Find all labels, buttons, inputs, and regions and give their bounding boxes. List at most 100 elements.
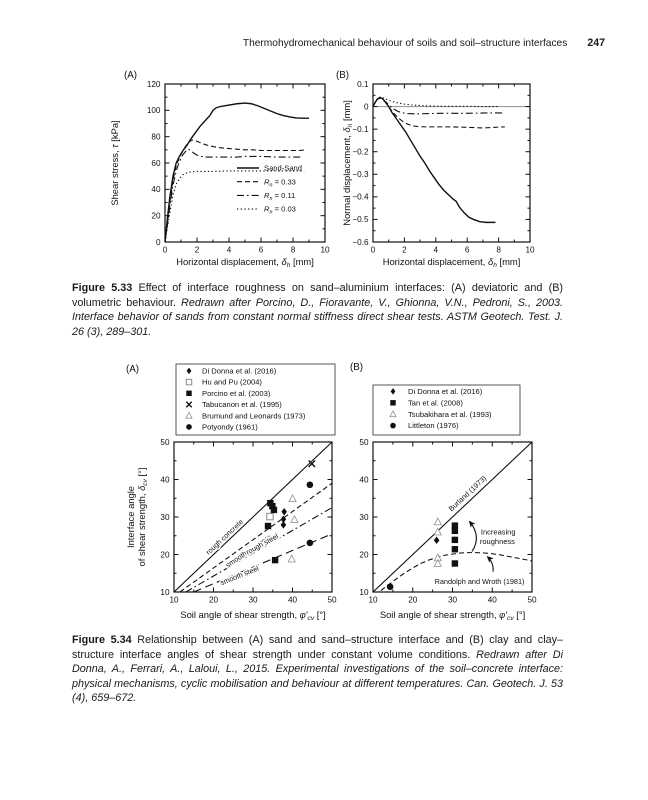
svg-text:20: 20 <box>408 596 418 605</box>
x-axis-label: Horizontal displacement, δh [mm] <box>176 256 314 269</box>
annotation-2: roughness <box>480 537 515 546</box>
svg-text:10: 10 <box>160 588 170 597</box>
y-axis-label: of shear strength, δcv [°] <box>136 468 149 567</box>
x-axis-label: Horizontal displacement, δh [mm] <box>383 256 521 269</box>
svg-text:30: 30 <box>248 596 258 605</box>
series-Rn = 0.03 <box>165 170 305 242</box>
svg-text:4: 4 <box>227 246 232 255</box>
axis-ticks <box>164 83 326 243</box>
svg-text:50: 50 <box>527 596 537 605</box>
annotation-3: Randolph and Wroth (1981) <box>435 577 525 586</box>
svg-text:Potyondy (1961): Potyondy (1961) <box>202 423 258 432</box>
ref-line-0 <box>373 442 532 592</box>
svg-text:Porcino et al. (2003): Porcino et al. (2003) <box>202 389 271 398</box>
svg-text:6: 6 <box>259 246 264 255</box>
panel-label: (A) <box>126 364 139 375</box>
tick-labels: 10 20 30 40 50 10 20 30 40 50 <box>359 438 537 605</box>
scatter-Hu and Pu (2004) <box>266 512 274 521</box>
axis-ticks <box>372 83 531 243</box>
scatter-Porcino et al. (2003) <box>264 499 279 564</box>
figure-5-33-caption-label: Figure 5.33 <box>72 282 133 294</box>
series-group <box>373 96 505 224</box>
svg-text:Hu and Pu (2004): Hu and Pu (2004) <box>202 378 262 387</box>
y-axis-label: Interface angle <box>125 486 136 548</box>
svg-text:0: 0 <box>156 238 161 247</box>
svg-text:40: 40 <box>288 596 298 605</box>
svg-text:−0.2: −0.2 <box>352 148 369 157</box>
svg-text:Di Donna et al. (2016): Di Donna et al. (2016) <box>202 367 277 376</box>
page-header: Thermohydromechanical behaviour of soils… <box>40 37 605 49</box>
svg-text:20: 20 <box>359 550 369 559</box>
series-group <box>165 102 309 242</box>
scatter-Di Donna et al. (2016) <box>280 507 288 529</box>
svg-text:10: 10 <box>368 596 378 605</box>
plot-box <box>372 83 531 243</box>
svg-text:50: 50 <box>359 438 369 447</box>
svg-text:2: 2 <box>195 246 200 255</box>
legend: Di Donna et al. (2016) Tan et al. (2008) T… <box>372 384 521 436</box>
svg-text:−0.3: −0.3 <box>352 170 369 179</box>
svg-text:8: 8 <box>291 246 296 255</box>
series-Rn = 0.11 <box>165 148 301 242</box>
svg-text:−0.5: −0.5 <box>352 215 369 224</box>
fig-5-33-panel-B-chart: 0 2 4 6 8 10 0.1 0 −0.1 −0.2 −0.3 −0.4 −0.5 −0.6 Horiz… <box>336 70 535 269</box>
svg-text:20: 20 <box>160 550 170 559</box>
svg-text:6: 6 <box>465 246 470 255</box>
svg-text:Rn = 0.03: Rn = 0.03 <box>264 205 296 216</box>
ref-line-2 <box>185 507 332 592</box>
svg-text:2: 2 <box>402 246 407 255</box>
svg-text:Littleton (1976): Littleton (1976) <box>408 421 459 430</box>
svg-text:100: 100 <box>147 106 161 115</box>
figure-5-34-caption-citation: Redrawn after Di Donna, A., Ferrari, A.,… <box>72 648 563 705</box>
series-Rn = 0.33 <box>373 97 505 129</box>
svg-text:Tan et al. (2008): Tan et al. (2008) <box>408 398 463 407</box>
tick-labels: 0 2 4 6 8 10 0.1 0 −0.1 −0.2 −0.3 −0.4 −0.5 −0.6 <box>352 80 535 255</box>
annotation-arrow-4 <box>468 520 477 552</box>
x-axis-label: Soil angle of shear strength, φ′cv [°] <box>180 609 325 622</box>
figure-5-33-caption-citation: Redrawn after Porcino, D., Fioravante, V… <box>72 296 563 338</box>
svg-text:20: 20 <box>209 596 219 605</box>
annotation-3: smooth steel <box>219 563 261 587</box>
svg-text:Tabucanon et al. (1995): Tabucanon et al. (1995) <box>202 400 282 409</box>
svg-text:60: 60 <box>151 159 161 168</box>
tick-labels: 10 20 30 40 50 10 20 30 40 50 <box>160 438 337 605</box>
ref-line-0 <box>174 442 332 592</box>
scatter-Littleton (1976) <box>386 583 394 591</box>
svg-text:0: 0 <box>364 102 369 111</box>
svg-text:40: 40 <box>151 185 161 194</box>
svg-text:0: 0 <box>371 246 376 255</box>
svg-text:−0.6: −0.6 <box>352 238 369 247</box>
scatter-Tan et al. (2008) <box>451 522 459 567</box>
panel-label: (B) <box>336 70 349 81</box>
figure-5-34-caption-text: Relationship between (A) sand and sand–s… <box>72 634 563 661</box>
y-axis-label: Shear stress, τ [kPa] <box>109 120 120 205</box>
series-Rn = 0.03 <box>373 96 499 108</box>
svg-text:−0.1: −0.1 <box>352 125 369 134</box>
svg-text:40: 40 <box>160 475 170 484</box>
svg-text:0: 0 <box>163 246 168 255</box>
svg-text:−0.4: −0.4 <box>352 193 369 202</box>
series-Sand-Sand <box>165 102 309 242</box>
figure-5-33-caption: Figure 5.33 Effect of interface roughnes… <box>72 281 563 339</box>
y-axis-label: Normal displacement, δn [mm] <box>341 100 354 226</box>
svg-text:Di Donna et al. (2016): Di Donna et al. (2016) <box>408 387 483 396</box>
scatter-Di Donna et al. (2016) <box>433 536 440 545</box>
svg-text:Tsubakihara et al. (1993): Tsubakihara et al. (1993) <box>408 410 492 419</box>
svg-text:Rn = 0.33: Rn = 0.33 <box>264 177 296 188</box>
panel-label: (A) <box>124 70 137 81</box>
svg-text:50: 50 <box>327 596 337 605</box>
scatter-Potyondy (1961) <box>306 481 314 547</box>
svg-text:10: 10 <box>525 246 535 255</box>
scatter-Brumund and Leonards (1973) <box>287 493 299 563</box>
legend: Sand-Sand Rn = 0.33 Rn = 0.11 Rn = 0.03 <box>237 164 302 216</box>
svg-text:20: 20 <box>151 211 161 220</box>
series-Sand-Sand <box>373 96 496 224</box>
figure-5-34-caption-label: Figure 5.34 <box>72 634 132 646</box>
series-Rn = 0.33 <box>165 139 306 242</box>
